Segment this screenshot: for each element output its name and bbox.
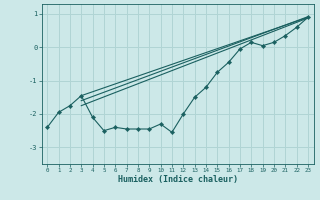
- X-axis label: Humidex (Indice chaleur): Humidex (Indice chaleur): [118, 175, 237, 184]
